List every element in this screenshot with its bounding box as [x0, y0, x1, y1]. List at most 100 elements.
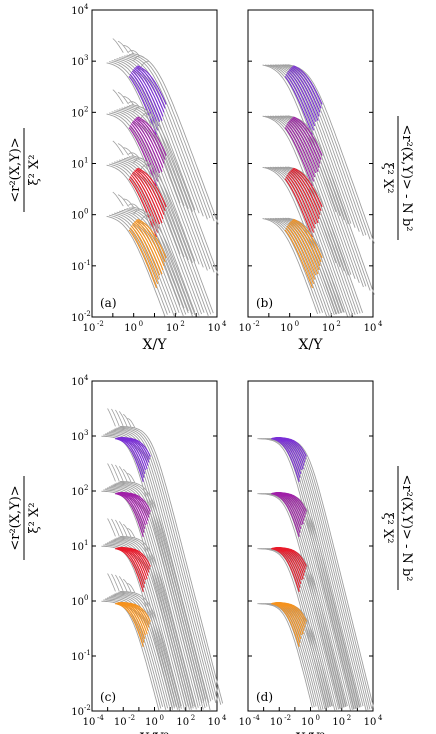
curve-line: [112, 429, 214, 700]
curve-line: [277, 217, 335, 316]
highlight-line: [290, 66, 321, 113]
y-tick-exponent: 3: [84, 54, 88, 62]
curve-line: [103, 544, 175, 707]
curve-line: [277, 115, 360, 284]
y-tick-label: 10: [71, 597, 84, 608]
x-tick-label: 10: [83, 717, 96, 728]
highlight-line: [134, 66, 165, 113]
highlight-line: [293, 167, 323, 208]
mesh-line: [112, 38, 124, 53]
curve-line: [106, 164, 181, 306]
mesh-line: [112, 140, 124, 156]
highlight-line: [131, 121, 161, 174]
plot-area: [247, 380, 374, 712]
x-tick-label: 10: [83, 323, 96, 334]
curve-line: [120, 591, 182, 709]
highlight-segment: [128, 167, 167, 238]
highlight-line: [277, 491, 307, 512]
highlight-line: [288, 69, 319, 121]
curve-line: [126, 54, 211, 219]
curve-line: [131, 104, 219, 276]
highlight-line: [286, 72, 316, 127]
y-tick-exponent: 2: [84, 484, 88, 492]
highlight-line: [114, 438, 144, 482]
mesh-line: [128, 203, 140, 209]
x-axis-label: X/Y: [299, 337, 324, 353]
curve-line: [105, 488, 192, 709]
y-tick-exponent: 2: [84, 105, 88, 113]
mesh-line: [128, 101, 140, 107]
curve-line: [106, 62, 181, 204]
curve-line: [124, 55, 208, 220]
curve-line: [116, 537, 192, 710]
curve-line: [265, 115, 341, 268]
curve-line: [257, 493, 341, 709]
y-tick-label: 10: [71, 487, 84, 498]
highlight-line: [287, 172, 317, 225]
highlight-line: [133, 221, 164, 271]
curve-line: [118, 591, 180, 711]
highlight-line: [277, 436, 307, 457]
highlight-line: [285, 176, 315, 233]
highlight-line: [114, 493, 144, 537]
highlight-segment: [270, 436, 307, 482]
x-tick-exponent: -2: [284, 714, 291, 722]
highlight-line: [134, 220, 165, 267]
y-tick-label: 10: [71, 6, 84, 17]
highlight-line: [292, 117, 322, 160]
x-tick-exponent: 0: [139, 320, 143, 328]
x-tick-exponent: 0: [160, 714, 164, 722]
curve-line: [108, 431, 210, 703]
highlight-line: [136, 117, 166, 160]
x-tick-exponent: 2: [336, 320, 340, 328]
highlight-segment: [270, 601, 307, 647]
x-tick-exponent: -2: [128, 714, 135, 722]
curve-line: [126, 156, 209, 316]
highlight-segment: [128, 218, 167, 289]
highlight-line: [121, 546, 151, 567]
curve-line: [272, 217, 330, 317]
highlight-line: [293, 116, 323, 156]
y-tick-exponent: 3: [84, 429, 88, 437]
mesh-line: [123, 198, 135, 208]
ylabel-left-bottom: <r²(X,Y)> ξ² X²: [8, 476, 42, 560]
curve-line: [129, 104, 215, 273]
curve-line: [108, 112, 185, 258]
x-axis-label: X/Y: [143, 337, 168, 353]
x-tick-exponent: -2: [97, 320, 104, 328]
highlight-line: [284, 178, 314, 238]
curve-line: [112, 594, 174, 711]
curve-line: [277, 166, 354, 316]
mesh-line: [133, 55, 145, 61]
x-tick-exponent: 4: [378, 320, 383, 328]
highlight-line: [284, 75, 314, 135]
highlight-line: [277, 546, 307, 567]
ylabel-right-bottom: <r²(X,Y)> - N b² ξ² X²: [380, 466, 414, 590]
curve-line: [121, 209, 184, 317]
curve-line: [129, 156, 212, 315]
highlight-segment: [128, 65, 167, 135]
x-tick-label: 10: [124, 323, 137, 334]
curve-line: [287, 115, 375, 295]
x-tick-label: 10: [114, 717, 127, 728]
highlight-segment: [114, 601, 151, 647]
highlight-line: [135, 169, 165, 216]
curve-line: [116, 592, 177, 708]
curve-line: [118, 481, 208, 707]
highlight-line: [137, 65, 167, 105]
highlight-line: [131, 224, 161, 276]
highlight-line: [128, 178, 158, 238]
curve-line: [109, 163, 185, 309]
x-tick-exponent: 2: [347, 714, 351, 722]
mesh-line: [128, 50, 140, 56]
highlight-segment: [284, 116, 323, 186]
highlight-line: [137, 167, 167, 208]
x-tick-label: 10: [145, 717, 158, 728]
highlight-segment: [114, 491, 151, 537]
panel-label: (b): [256, 296, 273, 310]
curve-line: [101, 600, 160, 711]
mesh-line: [123, 45, 135, 55]
highlight-segment: [270, 491, 307, 537]
highlight-line: [133, 119, 164, 168]
highlight-line: [271, 437, 301, 478]
